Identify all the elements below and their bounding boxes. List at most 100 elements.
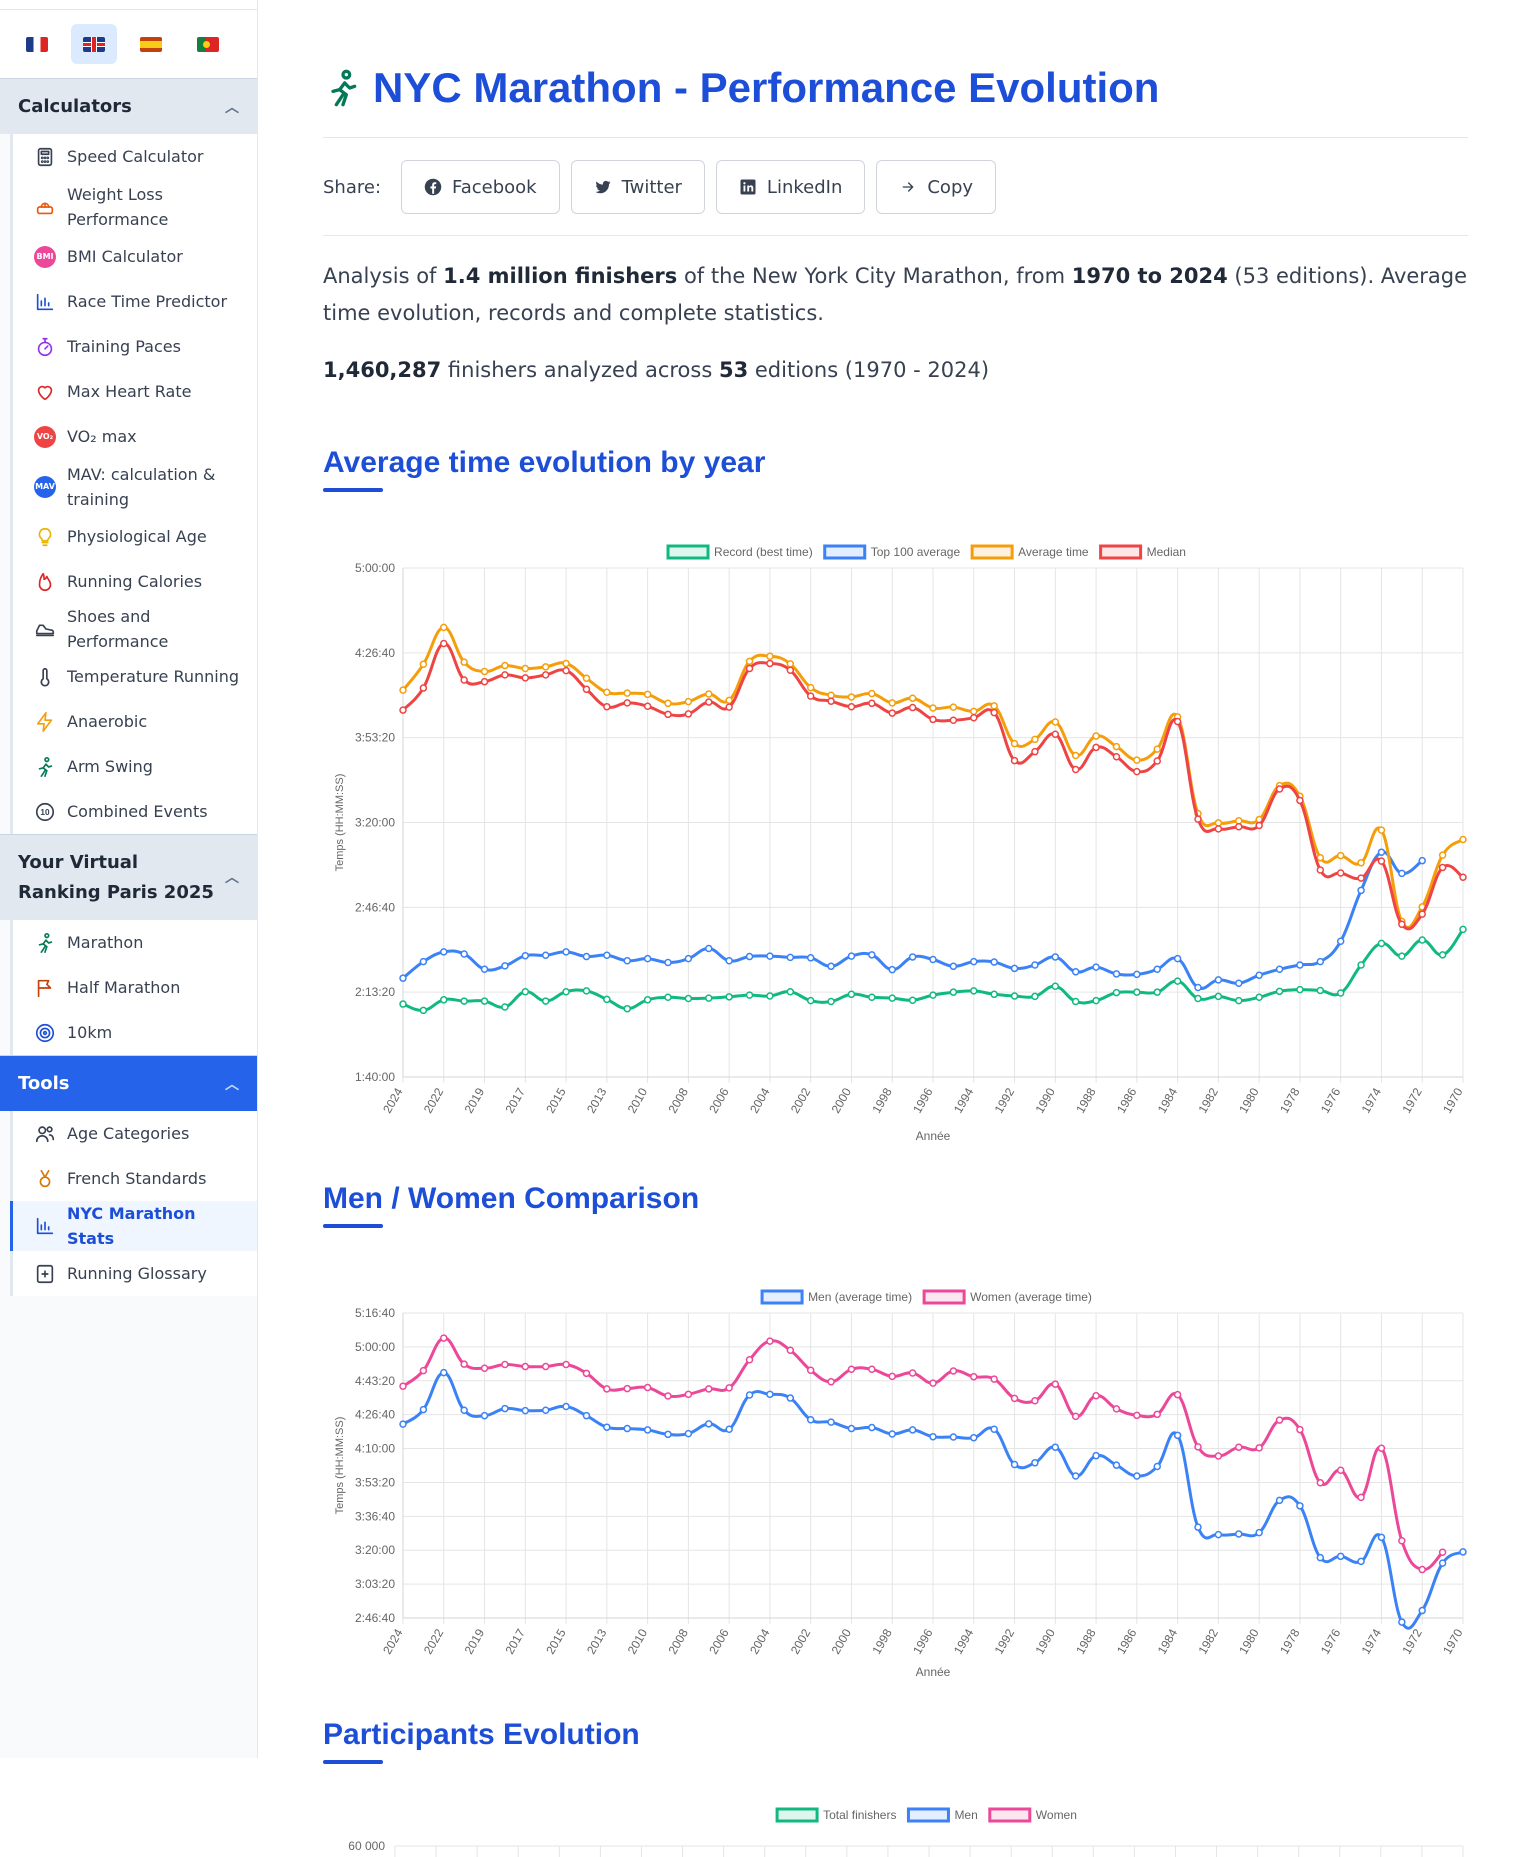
data-point[interactable] [1214, 992, 1223, 1001]
data-point[interactable] [868, 1423, 876, 1432]
data-point[interactable] [460, 1406, 468, 1415]
data-point[interactable] [1275, 987, 1284, 996]
data-point[interactable] [1010, 964, 1019, 973]
facebook-share-button[interactable]: Facebook [401, 160, 560, 214]
data-point[interactable] [705, 690, 713, 698]
data-point[interactable] [929, 715, 937, 724]
data-point[interactable] [1418, 936, 1426, 944]
data-point[interactable] [1377, 826, 1386, 834]
data-point[interactable] [541, 663, 550, 671]
data-point[interactable] [582, 987, 591, 995]
ranking-section-header[interactable]: Your Virtual Ranking Paris 2025 ︿ [0, 834, 257, 920]
data-point[interactable] [908, 996, 917, 1004]
legend-item-average-time[interactable]: Average time [970, 544, 1089, 560]
sidebar-item-arm-swing[interactable]: Arm Swing [13, 744, 257, 789]
sidebar-item-combined-events[interactable]: 10 Combined Events [13, 789, 257, 834]
data-point[interactable] [521, 1406, 530, 1415]
data-point[interactable] [908, 953, 917, 961]
data-point[interactable] [643, 954, 652, 963]
data-point[interactable] [1316, 1479, 1325, 1487]
data-point[interactable] [1377, 939, 1386, 948]
data-point[interactable] [1296, 985, 1304, 994]
data-point[interactable] [1275, 1416, 1284, 1424]
data-point[interactable] [745, 952, 754, 961]
data-point[interactable] [1173, 1431, 1182, 1440]
data-point[interactable] [603, 995, 611, 1004]
data-point[interactable] [1438, 951, 1447, 959]
data-point[interactable] [1336, 1552, 1345, 1561]
data-point[interactable] [399, 974, 407, 982]
data-point[interactable] [582, 685, 591, 694]
data-point[interactable] [419, 1405, 428, 1414]
data-point[interactable] [1316, 853, 1325, 862]
data-point[interactable] [582, 674, 591, 683]
data-point[interactable] [949, 703, 958, 711]
data-point[interactable] [643, 702, 652, 711]
data-point[interactable] [603, 1423, 611, 1431]
sidebar-item-age-categories[interactable]: Age Categories [13, 1111, 257, 1156]
data-point[interactable] [1153, 1410, 1161, 1419]
data-point[interactable] [440, 1334, 448, 1342]
data-point[interactable] [1336, 937, 1345, 946]
data-point[interactable] [1173, 954, 1182, 963]
data-point[interactable] [929, 1432, 937, 1441]
data-point[interactable] [1336, 989, 1345, 997]
data-point[interactable] [827, 1378, 835, 1386]
data-point[interactable] [806, 1366, 815, 1375]
data-point[interactable] [1377, 1444, 1386, 1452]
data-point[interactable] [541, 1362, 550, 1371]
data-point[interactable] [1031, 1397, 1039, 1405]
data-point[interactable] [521, 674, 530, 682]
data-point[interactable] [582, 1411, 591, 1420]
legend-item-top-100-average[interactable]: Top 100 average [823, 544, 961, 560]
data-point[interactable] [1194, 815, 1202, 823]
data-point[interactable] [501, 1360, 509, 1369]
sidebar-item-temperature-running[interactable]: Temperature Running [13, 654, 257, 699]
linkedin-share-button[interactable]: LinkedIn [715, 160, 866, 214]
data-point[interactable] [766, 1390, 774, 1399]
data-point[interactable] [1092, 732, 1100, 740]
sidebar-item-french-standards[interactable]: French Standards [13, 1156, 257, 1201]
data-point[interactable] [1296, 961, 1304, 969]
data-point[interactable] [949, 716, 958, 725]
data-point[interactable] [1071, 765, 1080, 774]
data-point[interactable] [1214, 1452, 1223, 1460]
data-point[interactable] [1112, 988, 1121, 997]
data-point[interactable] [1173, 977, 1182, 985]
data-point[interactable] [1255, 1528, 1263, 1537]
data-point[interactable] [1357, 874, 1365, 882]
data-point[interactable] [643, 1383, 652, 1392]
data-point[interactable] [541, 671, 550, 679]
data-point[interactable] [725, 1425, 733, 1433]
sidebar-item-training-paces[interactable]: Training Paces [13, 324, 257, 369]
data-point[interactable] [1235, 817, 1243, 825]
data-point[interactable] [419, 1006, 428, 1015]
data-point[interactable] [949, 1367, 958, 1375]
data-point[interactable] [990, 958, 998, 966]
data-point[interactable] [1071, 1412, 1080, 1421]
data-point[interactable] [541, 951, 550, 960]
data-point[interactable] [541, 997, 550, 1005]
data-point[interactable] [705, 1420, 713, 1428]
legend-item-women[interactable]: Women [988, 1807, 1077, 1823]
data-point[interactable] [623, 1384, 631, 1393]
data-point[interactable] [888, 1372, 896, 1381]
data-point[interactable] [1071, 1472, 1080, 1480]
data-point[interactable] [582, 1369, 591, 1378]
data-point[interactable] [664, 1392, 672, 1400]
data-point[interactable] [705, 1385, 713, 1393]
data-point[interactable] [480, 1411, 489, 1420]
data-point[interactable] [929, 1379, 937, 1387]
data-point[interactable] [970, 1372, 978, 1381]
data-point[interactable] [1153, 988, 1161, 996]
data-point[interactable] [623, 957, 631, 965]
data-point[interactable] [868, 1365, 876, 1374]
sidebar-item-vo-max[interactable]: VO₂ VO₂ max [13, 414, 257, 459]
sidebar-item-running-calories[interactable]: Running Calories [13, 559, 257, 604]
data-point[interactable] [827, 1418, 835, 1426]
data-point[interactable] [1133, 988, 1141, 996]
legend-item-men-average-time[interactable]: Men (average time) [760, 1289, 912, 1305]
data-point[interactable] [1153, 1462, 1161, 1471]
data-point[interactable] [501, 671, 509, 679]
data-point[interactable] [766, 659, 774, 668]
